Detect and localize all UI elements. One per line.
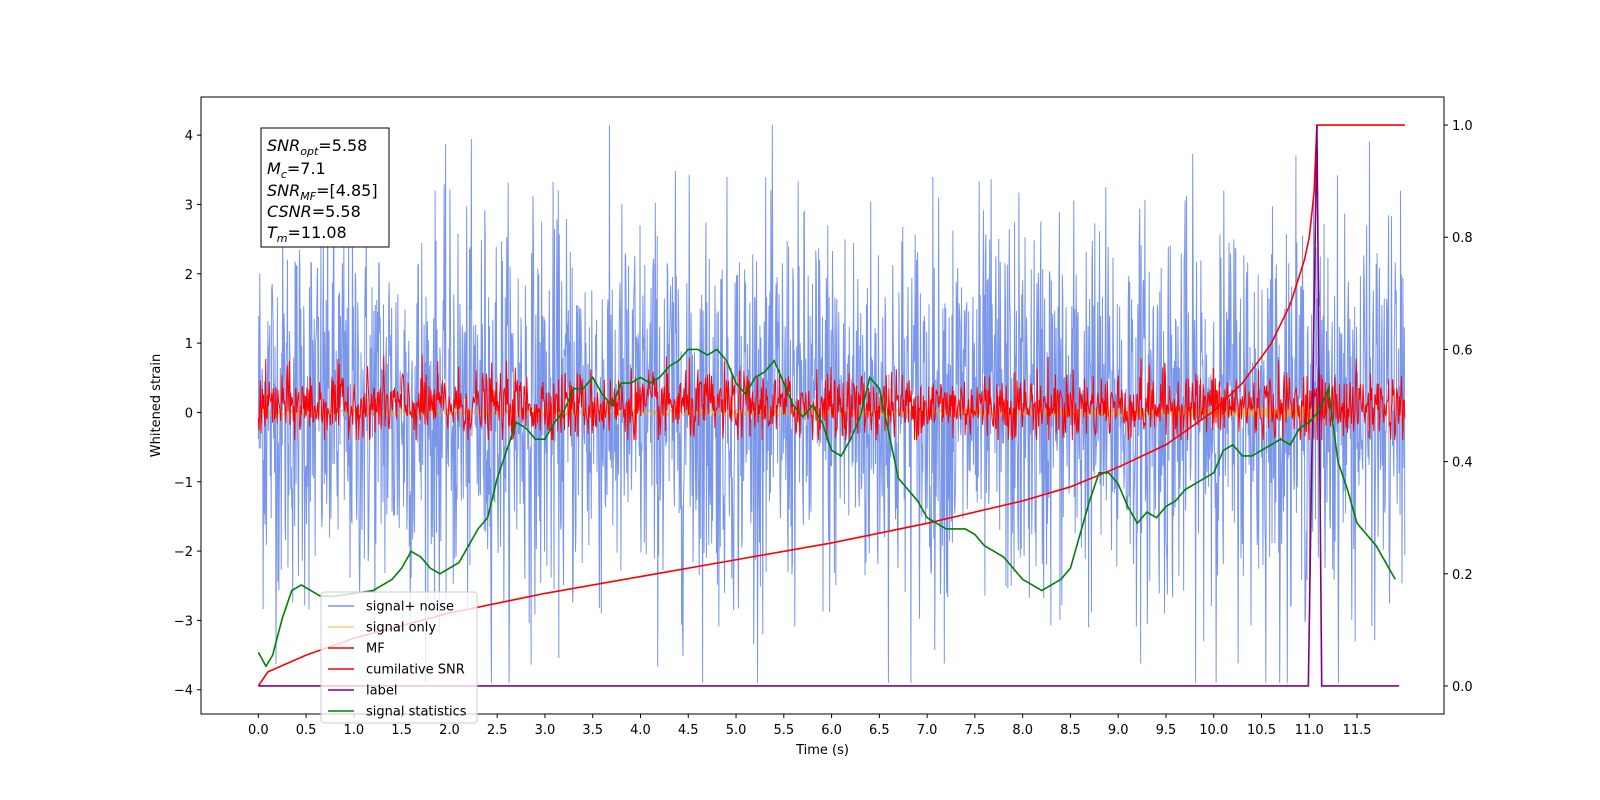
x-tick-label: 11.0	[1295, 723, 1324, 738]
legend-label-signal-noise: signal+ noise	[366, 600, 454, 615]
x-tick-label: 9.0	[1108, 723, 1129, 738]
x-tick-label: 10.5	[1247, 723, 1276, 738]
series-signal-noise	[257, 124, 1406, 683]
x-tick-label: 0.0	[248, 723, 269, 738]
y-left-tick-label: 1	[185, 337, 193, 352]
legend-label-label: label	[366, 684, 397, 699]
annotation-sub: opt	[300, 145, 319, 158]
plot-frame	[200, 96, 1445, 715]
x-tick-label: 5.0	[726, 723, 747, 738]
x-tick-label: 7.0	[917, 723, 938, 738]
annotation-base: CSNR	[267, 202, 312, 221]
x-tick-label: 3.5	[582, 723, 603, 738]
annotation-base: SNR	[267, 136, 300, 155]
annotation-line-tm: Tm=11.08	[267, 223, 347, 245]
legend-label-signal-statistics: signal statistics	[366, 705, 467, 720]
x-tick-label: 2.5	[487, 723, 508, 738]
series-signal-statistics	[257, 348, 1396, 668]
x-tick-label: 3.0	[535, 723, 556, 738]
y-right-tick-label: 0.2	[1452, 568, 1473, 583]
y-right-tick-label: 0.0	[1452, 680, 1473, 695]
y-left-tick-label: −4	[174, 684, 193, 699]
x-tick-label: 10.0	[1199, 723, 1228, 738]
x-tick-label: 1.5	[391, 723, 412, 738]
x-tick-label: 7.5	[965, 723, 986, 738]
y-axis-label: Whitened strain	[149, 354, 164, 457]
x-axis-label: Time (s)	[795, 743, 849, 758]
annotation-value: =5.58	[318, 136, 367, 155]
annotation-line-snr-mf: SNRMF=[4.85]	[267, 181, 378, 203]
annotation-box: SNRopt=5.58 Mc=7.1 SNRMF=[4.85] CSNR=5.5…	[260, 127, 390, 248]
x-axis: 0.0 0.5 1.0 1.5 2.0 2.5 3.0 3.5 4.0 4.5 5.0 5.5 6.0 6…	[248, 714, 1372, 738]
y-left-tick-label: 2	[185, 268, 193, 283]
x-tick-label: 5.5	[773, 723, 794, 738]
y-right-tick-label: 0.8	[1452, 231, 1473, 246]
y-left-tick-label: 0	[185, 406, 193, 421]
series-label	[258, 125, 1400, 687]
x-tick-label: 8.5	[1060, 723, 1081, 738]
y-right-tick-label: 1.0	[1452, 119, 1473, 134]
legend-frame	[320, 591, 478, 724]
annotation-value: =11.08	[288, 223, 347, 242]
y-right-tick-label: 0.4	[1452, 456, 1473, 471]
x-tick-label: 4.0	[630, 723, 651, 738]
annotation-base: SNR	[267, 181, 300, 200]
legend-label-signal-only: signal only	[366, 621, 436, 636]
annotation-frame	[260, 127, 390, 248]
y-axis-left: 4 3 2 1 0 −1 −2 −3 −4	[174, 129, 201, 699]
annotation-value: =5.58	[312, 202, 361, 221]
annotation-sub: c	[281, 168, 287, 181]
x-tick-label: 11.5	[1343, 723, 1372, 738]
annotation-line-snr-opt: SNRopt=5.58	[267, 136, 367, 158]
y-left-tick-label: −3	[174, 614, 193, 629]
y-right-tick-label: 0.6	[1452, 343, 1473, 358]
x-tick-label: 9.5	[1156, 723, 1177, 738]
legend-label-cumilative-snr: cumilative SNR	[366, 663, 465, 678]
y-left-tick-label: 4	[185, 129, 193, 144]
annotation-base: M	[267, 159, 281, 178]
x-tick-label: 8.0	[1012, 723, 1033, 738]
annotation-base: T	[267, 223, 278, 242]
x-tick-label: 2.0	[439, 723, 460, 738]
x-tick-label: 6.5	[869, 723, 890, 738]
annotation-sub: MF	[300, 190, 316, 203]
legend: signal+ noise signal only MF cumilative SNR…	[320, 591, 478, 724]
y-left-tick-label: −1	[174, 476, 193, 491]
annotation-line-csnr: CSNR=5.58	[267, 202, 361, 221]
y-left-tick-label: 3	[185, 198, 193, 213]
legend-label-mf: MF	[366, 642, 385, 657]
x-tick-label: 1.0	[344, 723, 365, 738]
annotation-value: =7.1	[287, 159, 326, 178]
series-mf	[257, 354, 1406, 441]
annotation-value: =[4.85]	[316, 181, 378, 200]
y-left-tick-label: −2	[174, 545, 193, 560]
x-tick-label: 6.0	[821, 723, 842, 738]
x-tick-label: 0.5	[296, 723, 317, 738]
x-tick-label: 4.5	[678, 723, 699, 738]
y-axis-right: 1.0 0.8 0.6 0.4 0.2 0.0	[1444, 119, 1473, 695]
annotation-sub: m	[277, 232, 288, 245]
annotation-line-mc: Mc=7.1	[267, 159, 326, 181]
